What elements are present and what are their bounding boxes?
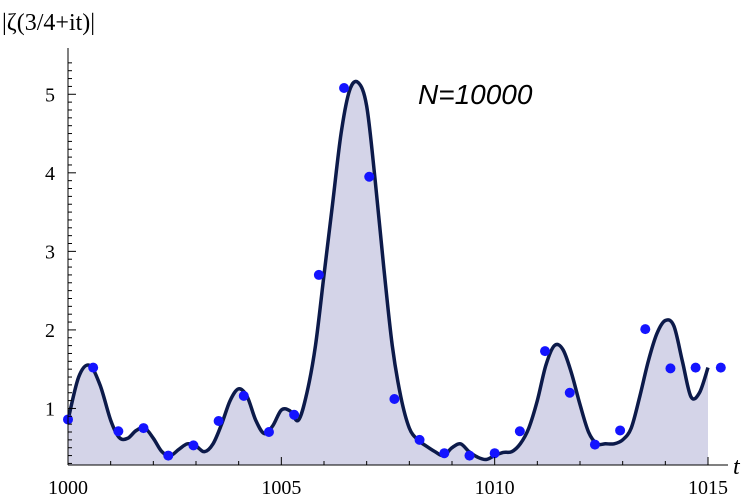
x-tick-label: 1005: [261, 477, 301, 499]
x-ticks: 1000 1005 1010 1015: [48, 457, 728, 499]
data-point: [313, 269, 324, 280]
data-point: [464, 450, 475, 461]
x-tick-label: 1015: [688, 477, 728, 499]
x-tick-label: 1000: [48, 477, 88, 499]
data-point: [163, 450, 174, 461]
data-point: [389, 394, 400, 405]
data-point: [715, 362, 726, 373]
data-point: [238, 390, 249, 401]
area-fill: [68, 81, 708, 465]
data-point: [514, 426, 525, 437]
data-point: [414, 434, 425, 445]
sample-points: [63, 82, 726, 461]
x-axis-title: t: [733, 454, 741, 480]
annotation-n: N=10000: [418, 79, 533, 110]
data-point: [263, 427, 274, 438]
y-tick-label: 4: [45, 163, 55, 185]
data-point: [690, 362, 701, 373]
y-tick-label: 2: [45, 320, 55, 342]
axes: 1000 1005 1010 1015 1 2 3 4 5: [45, 48, 728, 499]
y-tick-label: 1: [45, 398, 55, 420]
series-curve: [66, 79, 710, 462]
data-point: [489, 448, 500, 459]
data-point: [88, 362, 99, 373]
y-axis-title: |ζ(3/4+it)|: [2, 10, 95, 36]
x-tick-label: 1010: [475, 477, 515, 499]
data-point: [213, 416, 224, 427]
data-point: [439, 448, 450, 459]
y-ticks: 1 2 3 4 5: [45, 62, 76, 464]
data-point: [364, 171, 375, 182]
y-tick-label: 5: [45, 84, 55, 106]
data-point: [564, 387, 575, 398]
data-point: [138, 423, 149, 434]
data-point: [113, 426, 124, 437]
data-point: [640, 324, 651, 335]
data-point: [188, 440, 199, 451]
data-point: [665, 363, 676, 374]
data-point: [540, 346, 551, 357]
data-point: [289, 409, 300, 420]
data-point: [339, 82, 350, 93]
plot-area: [63, 79, 726, 465]
data-point: [615, 425, 626, 436]
y-tick-label: 3: [45, 241, 55, 263]
data-point: [589, 439, 600, 450]
